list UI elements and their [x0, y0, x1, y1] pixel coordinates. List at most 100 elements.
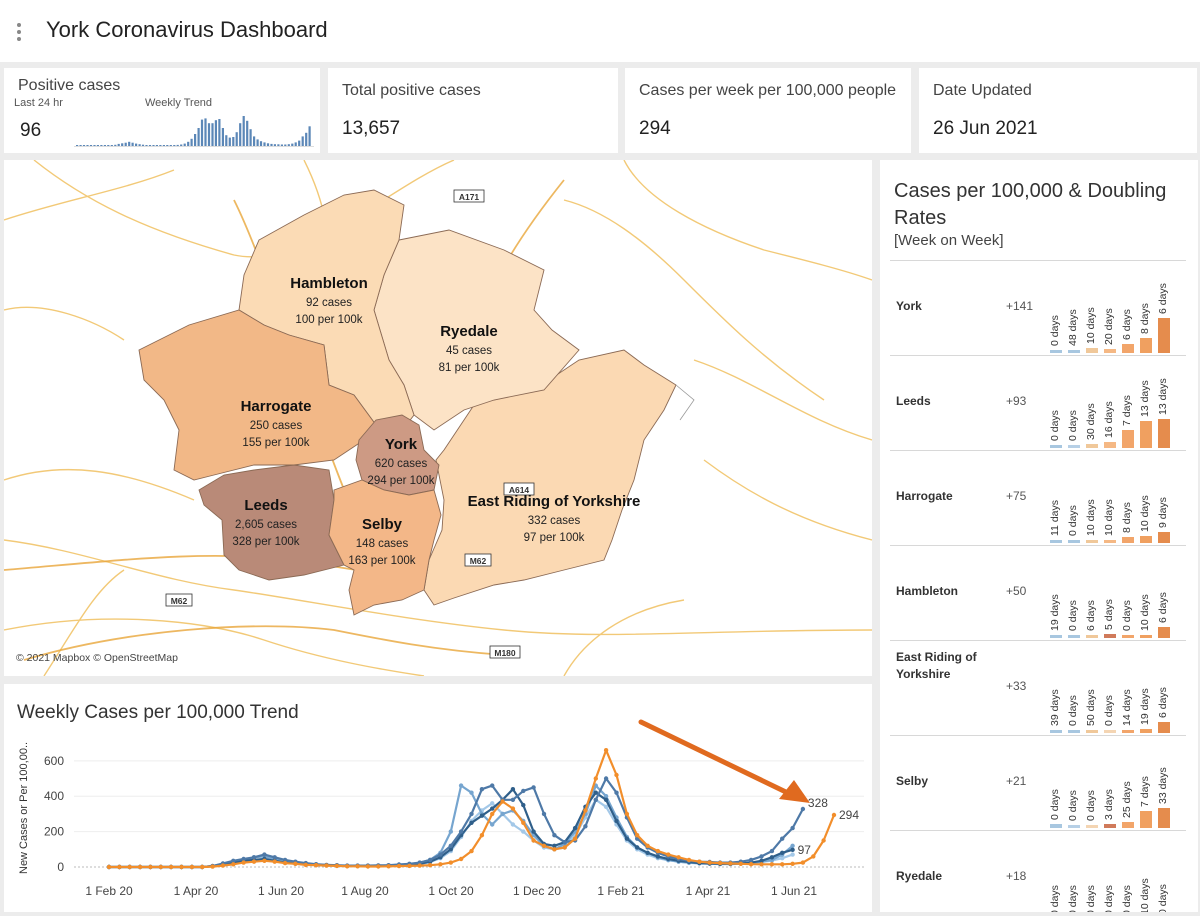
doubling-bar[interactable] — [1122, 537, 1134, 543]
data-point[interactable] — [531, 838, 536, 843]
doubling-bar[interactable] — [1068, 540, 1080, 543]
doubling-row[interactable]: York +141 0 days 48 days 10 days 20 days 6 day… — [890, 260, 1186, 355]
doubling-bar[interactable] — [1122, 635, 1134, 638]
data-point[interactable] — [148, 864, 153, 870]
doubling-bar[interactable] — [1086, 730, 1098, 733]
data-point[interactable] — [624, 811, 630, 817]
doubling-bar[interactable] — [1050, 730, 1062, 733]
doubling-bar[interactable] — [1122, 822, 1134, 828]
data-point[interactable] — [158, 864, 163, 870]
data-point[interactable] — [583, 824, 588, 829]
doubling-bar[interactable] — [1158, 531, 1170, 543]
doubling-bar[interactable] — [1104, 349, 1116, 353]
data-point[interactable] — [645, 843, 650, 848]
doubling-bar[interactable] — [1158, 627, 1170, 638]
series-line-selby[interactable] — [109, 784, 794, 869]
data-point[interactable] — [552, 847, 557, 852]
doubling-row[interactable]: Selby +21 0 days 0 days 0 days 3 days 25 days 7… — [890, 735, 1186, 830]
data-point[interactable] — [676, 855, 681, 860]
data-point[interactable] — [738, 861, 743, 866]
doubling-bar[interactable] — [1050, 445, 1062, 448]
data-point[interactable] — [282, 857, 288, 863]
data-point[interactable] — [396, 863, 402, 869]
data-point[interactable] — [686, 857, 692, 863]
doubling-bar[interactable] — [1104, 730, 1116, 733]
doubling-bar[interactable] — [1104, 442, 1116, 448]
doubling-bar[interactable] — [1140, 729, 1152, 733]
doubling-bar[interactable] — [1086, 444, 1098, 448]
data-point[interactable] — [821, 838, 826, 843]
doubling-bar[interactable] — [1104, 634, 1116, 638]
data-point[interactable] — [210, 864, 215, 869]
doubling-row[interactable]: East Riding of Yorkshire +33 39 days 0 days… — [890, 640, 1186, 735]
doubling-bar[interactable] — [1086, 540, 1098, 543]
data-point[interactable] — [448, 843, 453, 848]
data-point[interactable] — [593, 790, 598, 795]
data-point[interactable] — [790, 847, 795, 852]
doubling-bar[interactable] — [1158, 419, 1170, 448]
data-point[interactable] — [189, 864, 195, 870]
data-point[interactable] — [438, 862, 443, 867]
doubling-bar[interactable] — [1140, 811, 1152, 828]
data-point[interactable] — [448, 860, 453, 865]
data-point[interactable] — [624, 836, 630, 841]
data-point[interactable] — [241, 856, 246, 862]
data-point[interactable] — [790, 852, 795, 857]
doubling-bar[interactable] — [1068, 350, 1080, 353]
data-point[interactable] — [490, 811, 495, 817]
region-selby[interactable] — [328, 479, 442, 616]
data-point[interactable] — [469, 820, 474, 825]
trend-chart[interactable]: 0 200 400 600 1 Feb 20 1 Apr 20 1 Jun 20 1 Aug … — [4, 684, 872, 912]
doubling-bar[interactable] — [1086, 825, 1098, 828]
data-point[interactable] — [552, 843, 557, 848]
data-point[interactable] — [800, 806, 806, 812]
doubling-bar[interactable] — [1158, 721, 1170, 733]
data-point[interactable] — [780, 856, 785, 861]
data-point[interactable] — [614, 790, 619, 795]
data-point[interactable] — [231, 858, 236, 863]
doubling-bar[interactable] — [1140, 337, 1152, 353]
doubling-bar[interactable] — [1140, 535, 1152, 543]
data-point[interactable] — [790, 861, 795, 866]
data-point[interactable] — [614, 772, 619, 778]
data-point[interactable] — [490, 822, 495, 827]
data-point[interactable] — [251, 859, 257, 864]
data-point[interactable] — [469, 848, 474, 854]
data-point[interactable] — [251, 855, 257, 860]
doubling-bar[interactable] — [1086, 635, 1098, 638]
data-point[interactable] — [168, 864, 174, 870]
doubling-bar[interactable] — [1122, 730, 1134, 733]
data-point[interactable] — [790, 843, 795, 848]
data-point[interactable] — [479, 833, 485, 838]
doubling-bar[interactable] — [1068, 635, 1080, 638]
doubling-bar[interactable] — [1050, 350, 1062, 353]
data-point[interactable] — [728, 861, 733, 866]
series-line-leeds[interactable] — [109, 777, 804, 869]
data-point[interactable] — [531, 785, 536, 790]
data-point[interactable] — [510, 822, 516, 827]
data-point[interactable] — [780, 850, 785, 855]
data-point[interactable] — [572, 836, 578, 841]
regional-map[interactable]: A171 A614 M62 M62 M180 Hambleton 92 case… — [4, 160, 872, 676]
data-point[interactable] — [707, 860, 712, 865]
data-point[interactable] — [510, 797, 516, 802]
data-point[interactable] — [469, 811, 474, 817]
data-point[interactable] — [479, 787, 485, 792]
data-point[interactable] — [117, 864, 122, 870]
data-point[interactable] — [376, 864, 381, 869]
data-point[interactable] — [521, 788, 526, 794]
data-point[interactable] — [355, 864, 360, 869]
doubling-bar[interactable] — [1122, 430, 1134, 448]
data-point[interactable] — [593, 797, 598, 802]
data-point[interactable] — [769, 848, 775, 854]
doubling-bar[interactable] — [1140, 420, 1152, 448]
data-point[interactable] — [510, 787, 516, 792]
data-point[interactable] — [427, 863, 433, 868]
data-point[interactable] — [697, 859, 702, 864]
doubling-bar[interactable] — [1158, 808, 1170, 828]
data-point[interactable] — [179, 864, 184, 870]
data-point[interactable] — [614, 818, 619, 824]
data-point[interactable] — [500, 811, 505, 817]
doubling-bar[interactable] — [1050, 540, 1062, 543]
data-point[interactable] — [272, 859, 277, 864]
